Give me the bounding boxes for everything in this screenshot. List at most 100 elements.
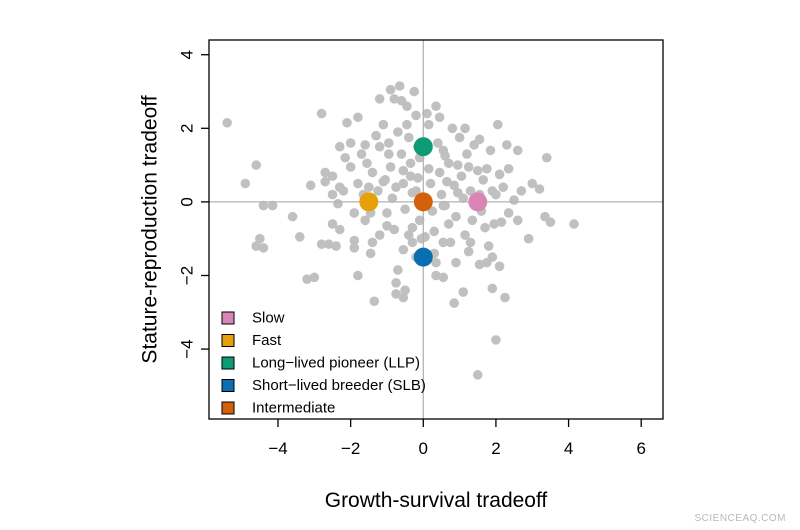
background-point bbox=[222, 117, 232, 128]
background-point bbox=[389, 94, 400, 104]
highlight-points bbox=[359, 137, 488, 267]
background-point bbox=[365, 248, 376, 259]
background-point bbox=[474, 259, 485, 270]
background-point bbox=[503, 208, 514, 218]
background-point bbox=[454, 132, 465, 143]
background-point bbox=[485, 145, 496, 156]
background-point bbox=[491, 335, 501, 345]
x-tick-label: 6 bbox=[636, 439, 645, 458]
background-point bbox=[391, 278, 401, 288]
background-point bbox=[334, 141, 345, 152]
background-point bbox=[353, 112, 363, 123]
background-point bbox=[458, 287, 469, 297]
background-point bbox=[374, 141, 385, 152]
background-point bbox=[463, 162, 474, 172]
background-point bbox=[374, 230, 385, 240]
background-point bbox=[431, 101, 441, 112]
background-point bbox=[467, 215, 478, 226]
background-point bbox=[440, 200, 450, 211]
background-point bbox=[427, 206, 438, 216]
x-tick-label: 2 bbox=[491, 439, 500, 458]
background-point bbox=[449, 298, 459, 308]
background-point bbox=[327, 219, 338, 229]
background-point bbox=[258, 200, 269, 211]
background-point bbox=[398, 178, 409, 189]
background-point bbox=[447, 123, 458, 134]
x-tick-label: 4 bbox=[564, 439, 573, 458]
background-point bbox=[383, 149, 394, 159]
background-point bbox=[402, 119, 412, 130]
background-point bbox=[540, 211, 550, 222]
background-point bbox=[367, 237, 378, 248]
legend-label-2: Long−lived pioneer (LLP) bbox=[252, 355, 420, 372]
background-point bbox=[472, 165, 483, 176]
background-point bbox=[374, 94, 385, 104]
background-point bbox=[385, 84, 396, 95]
background-point bbox=[494, 261, 505, 272]
background-point bbox=[443, 158, 454, 169]
background-point bbox=[331, 241, 341, 251]
background-point bbox=[349, 235, 360, 246]
background-point bbox=[400, 285, 410, 296]
watermark: SCIENCEAQ.COM bbox=[694, 513, 786, 524]
background-point bbox=[411, 110, 421, 121]
background-point bbox=[389, 224, 400, 235]
background-point bbox=[483, 241, 494, 251]
background-point bbox=[431, 270, 441, 281]
background-point bbox=[509, 195, 519, 205]
y-tick-label: −4 bbox=[178, 339, 197, 358]
y-tick-label: 4 bbox=[178, 50, 197, 59]
background-point bbox=[433, 138, 443, 148]
background-point bbox=[438, 145, 449, 156]
y-tick-label: −2 bbox=[178, 266, 197, 285]
highlight-point-0 bbox=[468, 192, 488, 212]
background-point bbox=[502, 140, 512, 150]
background-point bbox=[405, 171, 416, 181]
x-tick-label: −2 bbox=[341, 439, 360, 458]
legend-label-3: Short−lived breeder (SLB) bbox=[252, 377, 426, 394]
background-point bbox=[409, 86, 420, 97]
background-point bbox=[523, 233, 534, 244]
background-point bbox=[496, 217, 507, 227]
background-point bbox=[333, 198, 343, 209]
background-point bbox=[385, 162, 396, 172]
x-axis: −4 −2 0 2 4 6 bbox=[268, 419, 646, 458]
background-point bbox=[420, 232, 430, 242]
background-point bbox=[569, 219, 579, 229]
background-point bbox=[349, 243, 360, 253]
background-point bbox=[438, 237, 449, 248]
background-point bbox=[403, 230, 414, 240]
background-point bbox=[334, 224, 345, 235]
background-point bbox=[498, 182, 508, 192]
background-points bbox=[222, 81, 579, 380]
background-point bbox=[465, 237, 476, 248]
background-point bbox=[452, 160, 463, 170]
background-point bbox=[460, 230, 470, 240]
background-point bbox=[413, 173, 423, 183]
background-point bbox=[316, 108, 327, 119]
background-point bbox=[411, 186, 421, 196]
background-point bbox=[382, 221, 392, 231]
y-axis: −4 −2 0 2 4 bbox=[178, 50, 209, 359]
background-point bbox=[369, 296, 380, 307]
background-point bbox=[356, 149, 367, 159]
background-point bbox=[516, 186, 527, 196]
background-point bbox=[393, 265, 403, 275]
background-point bbox=[398, 244, 409, 255]
background-point bbox=[472, 370, 483, 380]
background-point bbox=[327, 189, 338, 200]
background-point bbox=[407, 237, 418, 248]
background-point bbox=[407, 222, 418, 233]
background-point bbox=[378, 119, 389, 130]
background-point bbox=[324, 239, 334, 250]
background-point bbox=[527, 178, 538, 189]
background-point bbox=[492, 119, 503, 130]
background-point bbox=[362, 158, 372, 169]
background-point bbox=[255, 233, 265, 244]
background-point bbox=[403, 132, 414, 143]
highlight-point-1 bbox=[359, 192, 379, 212]
background-point bbox=[434, 112, 445, 123]
x-tick-label: 0 bbox=[419, 439, 428, 458]
legend-swatch-3 bbox=[221, 379, 235, 392]
